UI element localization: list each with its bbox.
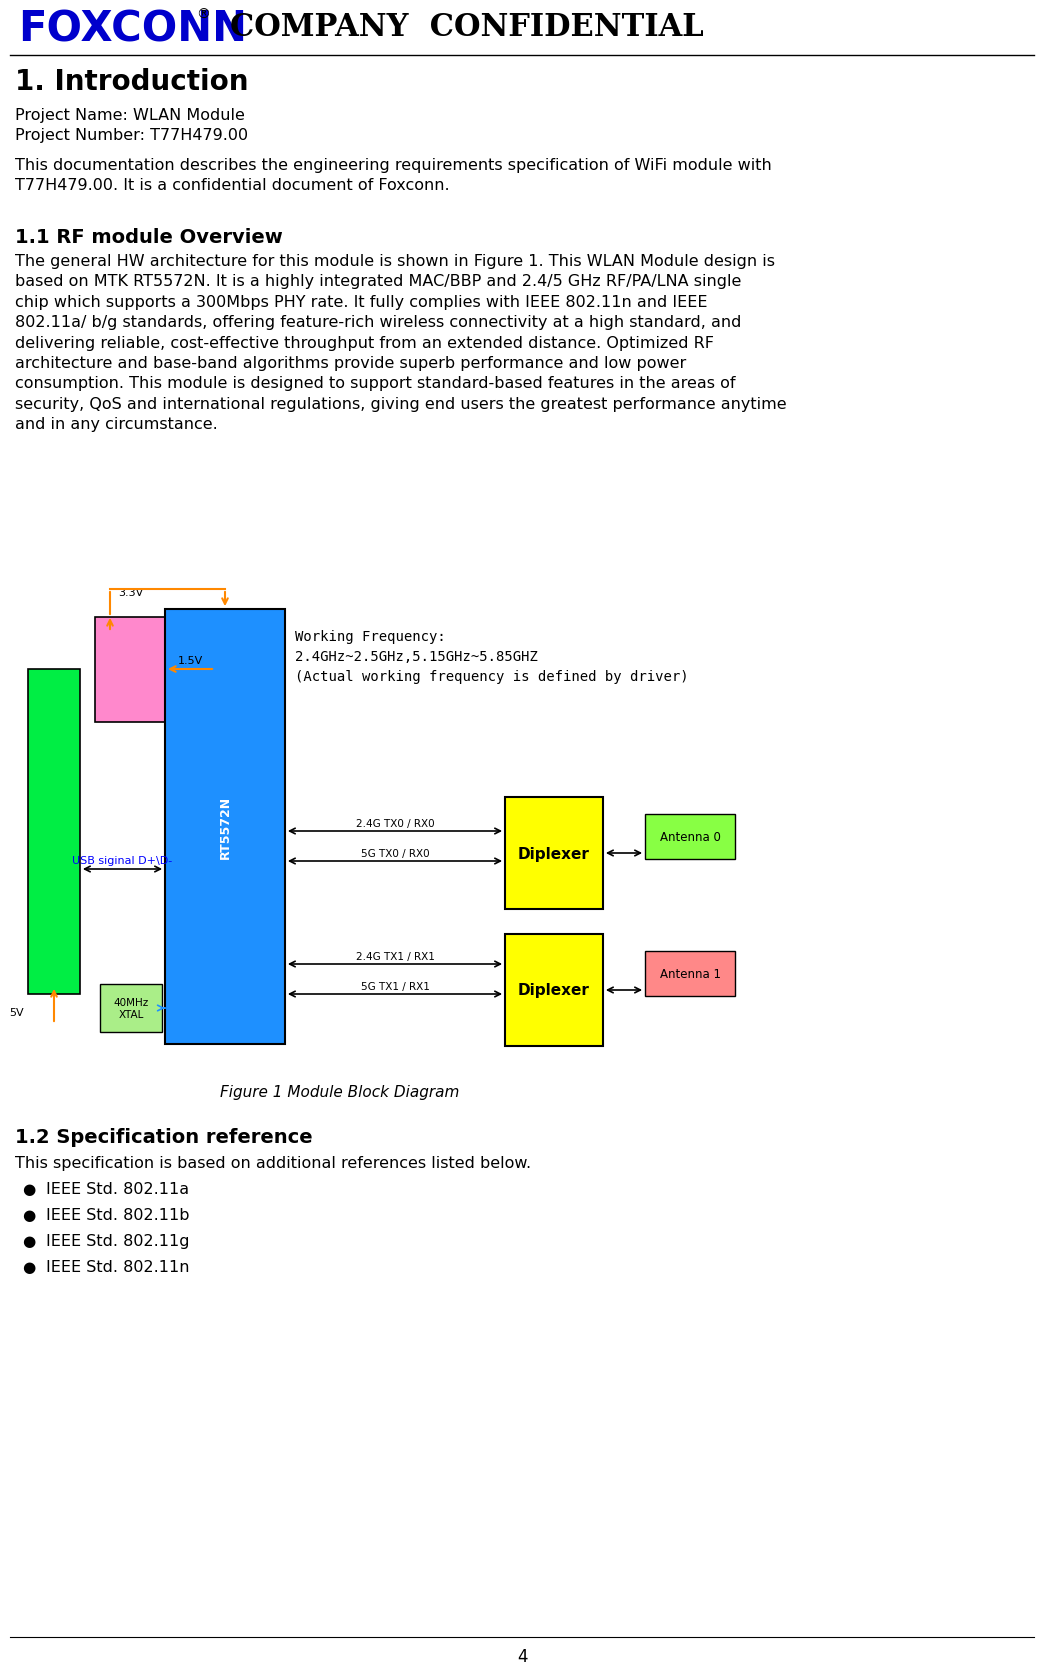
- Text: 5V: 5V: [9, 1007, 24, 1017]
- Text: This specification is based on additional references listed below.: This specification is based on additiona…: [15, 1155, 531, 1170]
- Text: 1. Introduction: 1. Introduction: [15, 68, 248, 97]
- Text: 1.2 Specification reference: 1.2 Specification reference: [15, 1127, 312, 1146]
- Text: IEEE Std. 802.11a: IEEE Std. 802.11a: [46, 1181, 189, 1196]
- Text: USB siginal D+\D-: USB siginal D+\D-: [72, 855, 172, 865]
- Text: Project Name: WLAN Module: Project Name: WLAN Module: [15, 108, 245, 123]
- Text: IEEE Std. 802.11g: IEEE Std. 802.11g: [46, 1233, 190, 1248]
- Text: Diplexer: Diplexer: [518, 845, 590, 860]
- Text: ●: ●: [22, 1260, 35, 1275]
- Text: Figure 1 Module Block Diagram: Figure 1 Module Block Diagram: [220, 1085, 459, 1100]
- Text: ●: ●: [22, 1181, 35, 1196]
- Text: 40MHz
XTAL: 40MHz XTAL: [114, 997, 148, 1020]
- Text: Antenna 0: Antenna 0: [660, 830, 720, 844]
- Text: Project Number: T77H479.00: Project Number: T77H479.00: [15, 128, 248, 143]
- Text: 5G TX0 / RX0: 5G TX0 / RX0: [360, 849, 429, 859]
- Text: ®: ®: [196, 8, 210, 22]
- Text: COMPANY  CONFIDENTIAL: COMPANY CONFIDENTIAL: [230, 12, 704, 43]
- Text: ●: ●: [22, 1233, 35, 1248]
- Text: Diplexer: Diplexer: [518, 983, 590, 998]
- Bar: [645, 952, 735, 997]
- Text: The general HW architecture for this module is shown in Figure 1. This WLAN Modu: The general HW architecture for this mod…: [15, 255, 786, 433]
- Text: 5G TX1 / RX1: 5G TX1 / RX1: [360, 982, 429, 992]
- Bar: [28, 669, 80, 995]
- Text: 4: 4: [517, 1647, 527, 1664]
- Text: IEEE Std. 802.11b: IEEE Std. 802.11b: [46, 1208, 190, 1223]
- Bar: [95, 617, 215, 722]
- Text: ●: ●: [22, 1208, 35, 1223]
- Bar: [165, 609, 285, 1045]
- Bar: [645, 814, 735, 860]
- Text: IEEE Std. 802.11n: IEEE Std. 802.11n: [46, 1260, 190, 1275]
- Text: FOXCONN: FOXCONN: [18, 8, 247, 50]
- Text: 1.5V: 1.5V: [177, 656, 203, 666]
- Text: 1.1 RF module Overview: 1.1 RF module Overview: [15, 228, 283, 246]
- Text: 2.4G TX0 / RX0: 2.4G TX0 / RX0: [356, 819, 434, 829]
- Bar: [505, 935, 603, 1047]
- Text: 3.3V: 3.3V: [118, 587, 143, 597]
- Bar: [100, 985, 162, 1032]
- Text: This documentation describes the engineering requirements specification of WiFi : This documentation describes the enginee…: [15, 158, 772, 193]
- Text: RT5572N: RT5572N: [218, 795, 232, 859]
- Bar: [505, 797, 603, 910]
- Text: Working Frequency:
2.4GHz~2.5GHz,5.15GHz~5.85GHZ
(Actual working frequency is de: Working Frequency: 2.4GHz~2.5GHz,5.15GHz…: [295, 629, 689, 684]
- Text: 2.4G TX1 / RX1: 2.4G TX1 / RX1: [356, 952, 434, 962]
- Text: Antenna 1: Antenna 1: [660, 967, 720, 980]
